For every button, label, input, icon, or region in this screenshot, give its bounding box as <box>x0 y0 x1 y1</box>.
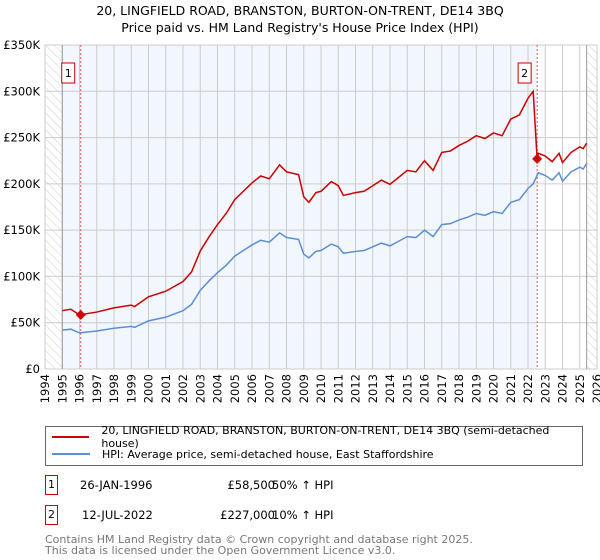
x-tick-label: 1995 <box>55 374 69 403</box>
x-tick-label: 1994 <box>38 374 52 403</box>
legend-label-property: 20, LINGFIELD ROAD, BRANSTON, BURTON-ON-… <box>101 424 550 450</box>
x-tick-label: 1996 <box>73 374 87 403</box>
x-tick-label: 2018 <box>452 374 466 403</box>
sale-row-1: 1 26-JAN-1996 £58,500 50% ↑ HPI <box>45 475 445 495</box>
sale-row-2: 2 12-JUL-2022 £227,000 10% ↑ HPI <box>45 505 445 525</box>
x-tick-label: 2010 <box>314 374 328 403</box>
sale-date: 12-JUL-2022 <box>82 508 153 522</box>
x-tick-label: 2009 <box>297 374 311 403</box>
sale-label-box <box>517 62 532 84</box>
sale-point <box>532 153 543 164</box>
x-tick-label: 2003 <box>193 374 207 403</box>
x-tick-label: 2012 <box>349 374 363 403</box>
shaded-region <box>62 45 538 369</box>
sale-hpi: 50% ↑ HPI <box>272 478 334 492</box>
y-tick-label: £300K <box>3 84 40 98</box>
hpi-line <box>62 163 588 334</box>
x-tick-label: 2001 <box>159 374 173 403</box>
sale-price: £227,000 <box>220 508 275 522</box>
sale-point <box>75 309 86 320</box>
x-tick-label: 2017 <box>435 374 449 403</box>
x-tick-label: 2005 <box>228 374 242 403</box>
x-tick-label: 2004 <box>211 374 225 403</box>
y-tick-label: £100K <box>3 269 40 283</box>
x-tick-label: 2016 <box>418 374 432 403</box>
sale-label: 2 <box>521 67 528 80</box>
x-tick-label: 2025 <box>573 374 587 403</box>
x-tick-label: 2024 <box>556 374 570 403</box>
x-tick-label: 2011 <box>331 374 345 403</box>
x-tick-label: 1999 <box>124 374 138 403</box>
sale-date: 26-JAN-1996 <box>80 478 153 492</box>
sale-hpi: 10% ↑ HPI <box>272 508 334 522</box>
y-tick-label: £150K <box>3 223 40 237</box>
x-tick-label: 2002 <box>176 374 190 403</box>
x-tick-label: 2000 <box>142 374 156 403</box>
property-price-line <box>62 89 588 316</box>
x-tick-label: 1998 <box>107 374 121 403</box>
x-tick-label: 2026 <box>590 374 600 403</box>
x-tick-label: 2020 <box>487 374 501 403</box>
hatched-region <box>586 45 597 369</box>
x-tick-label: 2015 <box>400 374 414 403</box>
x-tick-label: 2019 <box>469 374 483 403</box>
sale-label: 1 <box>65 67 72 80</box>
x-tick-label: 2022 <box>521 374 535 403</box>
sale-badge: 2 <box>45 505 58 525</box>
x-tick-label: 2006 <box>245 374 259 403</box>
y-tick-label: £0 <box>25 362 40 376</box>
x-tick-label: 2007 <box>262 374 276 403</box>
x-tick-label: 2014 <box>383 374 397 403</box>
x-tick-label: 2021 <box>504 374 518 403</box>
chart-subtitle: Price paid vs. HM Land Registry's House … <box>121 20 479 35</box>
legend-swatch-property <box>52 436 90 438</box>
chart-plot: £0 £50K £100K £150K £200K £250K £300K £350K 1994… <box>3 38 600 403</box>
y-tick-label: £350K <box>3 38 40 52</box>
x-tick-label: 1997 <box>90 374 104 403</box>
footer-copyright: Contains HM Land Registry data © Crown c… <box>45 533 473 546</box>
legend: 20, LINGFIELD ROAD, BRANSTON, BURTON-ON-… <box>45 424 583 466</box>
y-tick-label: £50K <box>11 316 41 330</box>
sale-label-box <box>61 62 76 84</box>
sale-badge: 1 <box>45 475 58 495</box>
x-tick-label: 2013 <box>366 374 380 403</box>
x-tick-label: 2023 <box>538 374 552 403</box>
sale-price: £58,500 <box>227 478 275 492</box>
y-tick-label: £250K <box>3 131 40 145</box>
footer-licence: This data is licensed under the Open Gov… <box>45 544 396 557</box>
y-tick-label: £200K <box>3 177 40 191</box>
x-tick-label: 2008 <box>280 374 294 403</box>
chart-title: 20, LINGFIELD ROAD, BRANSTON, BURTON-ON-… <box>96 3 504 18</box>
legend-swatch-hpi <box>52 453 90 455</box>
hatched-region <box>45 45 63 369</box>
legend-label-hpi: HPI: Average price, semi-detached house,… <box>102 447 434 461</box>
